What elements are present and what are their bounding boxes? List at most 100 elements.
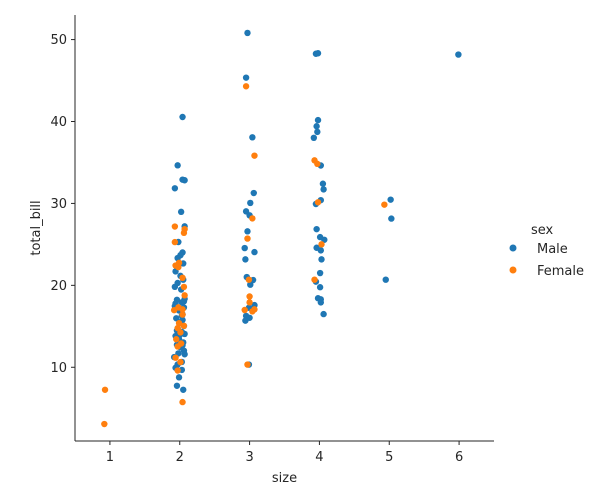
data-point-male [317, 299, 325, 306]
data-point-male [242, 256, 249, 263]
data-point-male [177, 208, 185, 216]
y-ticks: 10 20 30 40 50 [50, 33, 75, 376]
data-point-female [180, 283, 188, 291]
data-point-male [314, 116, 322, 124]
data-point-male [249, 134, 256, 141]
legend-label-male: Male [537, 242, 568, 257]
data-point-male [174, 162, 181, 169]
data-point-male [455, 51, 462, 58]
data-point-female [173, 336, 180, 343]
data-point-male [250, 189, 257, 197]
data-point-male [241, 244, 248, 252]
data-point-male [316, 284, 324, 291]
data-point-female [244, 235, 251, 242]
y-tick-label: 30 [50, 197, 67, 212]
legend-entry-male: Male [509, 242, 568, 257]
data-point-female [179, 311, 186, 318]
data-points [101, 29, 462, 428]
data-point-male [318, 256, 325, 263]
legend: sex Male Female [509, 223, 584, 279]
x-tick-label: 1 [106, 450, 114, 465]
data-point-female [381, 201, 388, 208]
data-point-male [242, 74, 250, 81]
data-point-female [241, 306, 248, 314]
data-point-male [251, 248, 258, 256]
data-point-female [172, 354, 179, 361]
data-point-male [314, 128, 321, 136]
data-point-male [313, 123, 320, 130]
data-point-male [316, 269, 324, 277]
data-point-male [320, 186, 327, 193]
data-point-male [175, 374, 183, 381]
data-point-male [179, 113, 186, 121]
data-point-male [314, 50, 322, 57]
data-point-female [175, 259, 183, 267]
x-tick-label: 5 [385, 450, 393, 465]
data-point-male [173, 382, 181, 389]
data-point-female [177, 358, 184, 366]
data-point-male [317, 247, 325, 254]
data-point-female [181, 292, 188, 299]
x-tick-label: 6 [455, 450, 463, 465]
data-point-male [247, 281, 254, 288]
data-point-female [179, 274, 186, 282]
data-point-male [316, 233, 324, 241]
data-point-female [101, 386, 109, 393]
data-point-female [249, 215, 256, 222]
data-point-female [179, 398, 186, 406]
data-point-female [314, 199, 322, 206]
data-point-female [246, 299, 253, 306]
data-point-female [171, 223, 179, 230]
y-axis-label: total_bill [29, 200, 44, 255]
x-tick-label: 3 [245, 450, 253, 465]
data-point-male [388, 215, 395, 222]
data-point-male [173, 315, 180, 322]
data-point-male [180, 386, 187, 393]
legend-marker-female [509, 266, 517, 274]
data-point-female [318, 241, 325, 248]
data-point-female [314, 160, 321, 168]
data-point-female [101, 420, 108, 428]
data-point-male [313, 225, 320, 233]
data-point-male [171, 185, 179, 192]
data-point-female [180, 322, 188, 330]
x-axis-label: size [272, 471, 297, 486]
data-point-male [244, 228, 251, 235]
x-tick-label: 4 [315, 450, 323, 465]
data-point-female [245, 276, 253, 283]
data-point-female [170, 306, 178, 314]
legend-label-female: Female [537, 264, 584, 279]
x-ticks: 1 2 3 4 5 6 [106, 441, 463, 465]
data-point-female [175, 319, 183, 327]
data-point-male [310, 134, 318, 142]
data-point-female [180, 229, 188, 237]
data-point-male [319, 180, 327, 187]
data-point-male [242, 317, 249, 324]
y-tick-label: 50 [50, 33, 67, 48]
data-point-female [251, 152, 258, 159]
data-point-male [247, 199, 254, 207]
x-tick-label: 2 [176, 450, 184, 465]
data-point-female [174, 367, 181, 374]
legend-entry-female: Female [509, 264, 584, 279]
data-point-male [181, 351, 188, 358]
data-point-female [177, 329, 184, 336]
data-point-female [246, 293, 253, 300]
data-point-male [180, 298, 188, 305]
data-point-male [181, 177, 188, 184]
data-point-female [174, 343, 181, 350]
data-point-male [244, 29, 251, 37]
data-point-female [171, 238, 179, 246]
y-tick-label: 20 [50, 279, 67, 294]
data-point-male [382, 276, 389, 283]
plot-area: 1 2 3 4 5 6 10 20 30 40 50 [50, 15, 494, 465]
data-point-male [387, 196, 394, 203]
data-point-male [171, 283, 179, 291]
data-point-female [249, 308, 256, 315]
data-point-female [244, 361, 251, 368]
data-point-male [320, 310, 327, 318]
data-point-female [242, 83, 250, 90]
y-tick-label: 10 [50, 361, 67, 376]
legend-title: sex [531, 223, 554, 238]
